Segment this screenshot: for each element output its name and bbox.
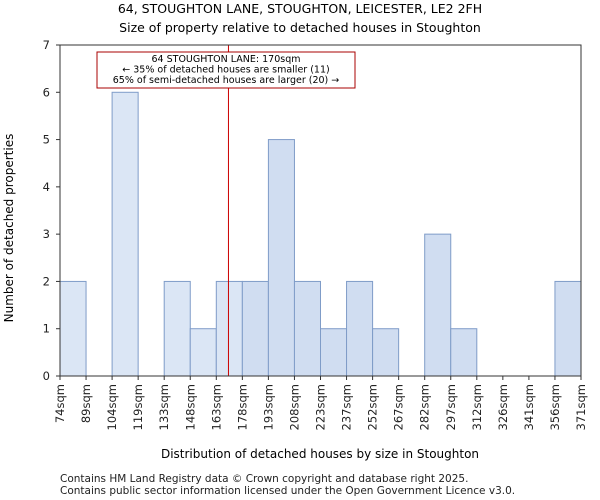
axes-group: 0 1 2 3 4 5 6 7 74sqm 89sqm 104sqm 119sqm 133sqm 148s… (43, 38, 588, 430)
y-tick-label-6: 6 (43, 85, 50, 99)
x-tick-label-312sqm: 312sqm (470, 384, 484, 430)
annotation-box: 64 STOUGHTON LANE: 170sqm ← 35% of detac… (96, 51, 356, 89)
x-tick-label-208sqm: 208sqm (287, 384, 301, 430)
y-tick-label-2: 2 (43, 274, 50, 288)
annotation-line-larger: 65% of semi-detached houses are larger (… (113, 75, 340, 86)
bar-297sqm (450, 328, 478, 377)
annotation-line-smaller: ← 35% of detached houses are smaller (11… (122, 65, 329, 76)
x-tick-label-237sqm: 237sqm (340, 384, 354, 430)
x-axis-label: Distribution of detached houses by size … (161, 447, 479, 461)
x-tick-label-74sqm: 74sqm (53, 384, 67, 423)
bar-133sqm (163, 280, 191, 377)
bar-252sqm (372, 328, 400, 377)
x-tick-label-341sqm: 341sqm (522, 384, 536, 430)
y-tick-label-3: 3 (43, 227, 50, 241)
x-tick-label-119sqm: 119sqm (131, 384, 145, 430)
bar-208sqm (293, 280, 322, 377)
x-tick-label-252sqm: 252sqm (366, 384, 380, 430)
footer-line-1: Contains HM Land Registry data © Crown c… (60, 473, 469, 485)
annotation-line-property: 64 STOUGHTON LANE: 170sqm (152, 54, 301, 65)
bar-148sqm (189, 328, 217, 377)
x-tick-label-297sqm: 297sqm (444, 384, 458, 430)
chart-svg: 64, STOUGHTON LANE, STOUGHTON, LEICESTER… (2, 1, 588, 461)
x-tick-label-267sqm: 267sqm (392, 384, 406, 430)
x-tick-label-178sqm: 178sqm (235, 384, 249, 430)
x-tick-label-282sqm: 282sqm (418, 384, 432, 430)
bar-356sqm (554, 280, 582, 377)
x-tick-label-133sqm: 133sqm (157, 384, 171, 430)
y-tick-label-5: 5 (43, 133, 50, 147)
x-tick-label-356sqm: 356sqm (548, 384, 562, 430)
x-tick-label-104sqm: 104sqm (105, 384, 119, 430)
x-tick-label-193sqm: 193sqm (261, 384, 275, 430)
bar-104sqm (111, 91, 139, 377)
x-tick-label-163sqm: 163sqm (209, 384, 223, 430)
y-tick-label-7: 7 (43, 38, 50, 52)
chart-subtitle: Size of property relative to detached ho… (119, 20, 481, 35)
x-tick-label-148sqm: 148sqm (183, 384, 197, 430)
bar-163sqm (215, 280, 243, 377)
y-tick-label-4: 4 (43, 180, 50, 194)
bar-223sqm (320, 328, 348, 377)
x-tick-label-223sqm: 223sqm (314, 384, 328, 430)
bars-group (59, 91, 582, 377)
chart-title: 64, STOUGHTON LANE, STOUGHTON, LEICESTER… (118, 1, 482, 16)
bar-74sqm (59, 280, 87, 377)
x-tick-label-89sqm: 89sqm (79, 384, 93, 423)
annotation-border (96, 51, 356, 89)
y-tick-label-0: 0 (43, 369, 50, 383)
x-tick-label-326sqm: 326sqm (496, 384, 510, 430)
y-tick-label-1: 1 (43, 322, 50, 336)
footer-line-2: Contains public sector information licen… (60, 485, 516, 497)
bar-282sqm (424, 233, 452, 377)
bar-193sqm (267, 139, 295, 377)
bar-178sqm (241, 280, 269, 377)
x-tick-label-371sqm: 371sqm (574, 384, 588, 430)
bar-237sqm (346, 280, 374, 377)
y-axis-label: Number of detached properties (2, 134, 16, 323)
